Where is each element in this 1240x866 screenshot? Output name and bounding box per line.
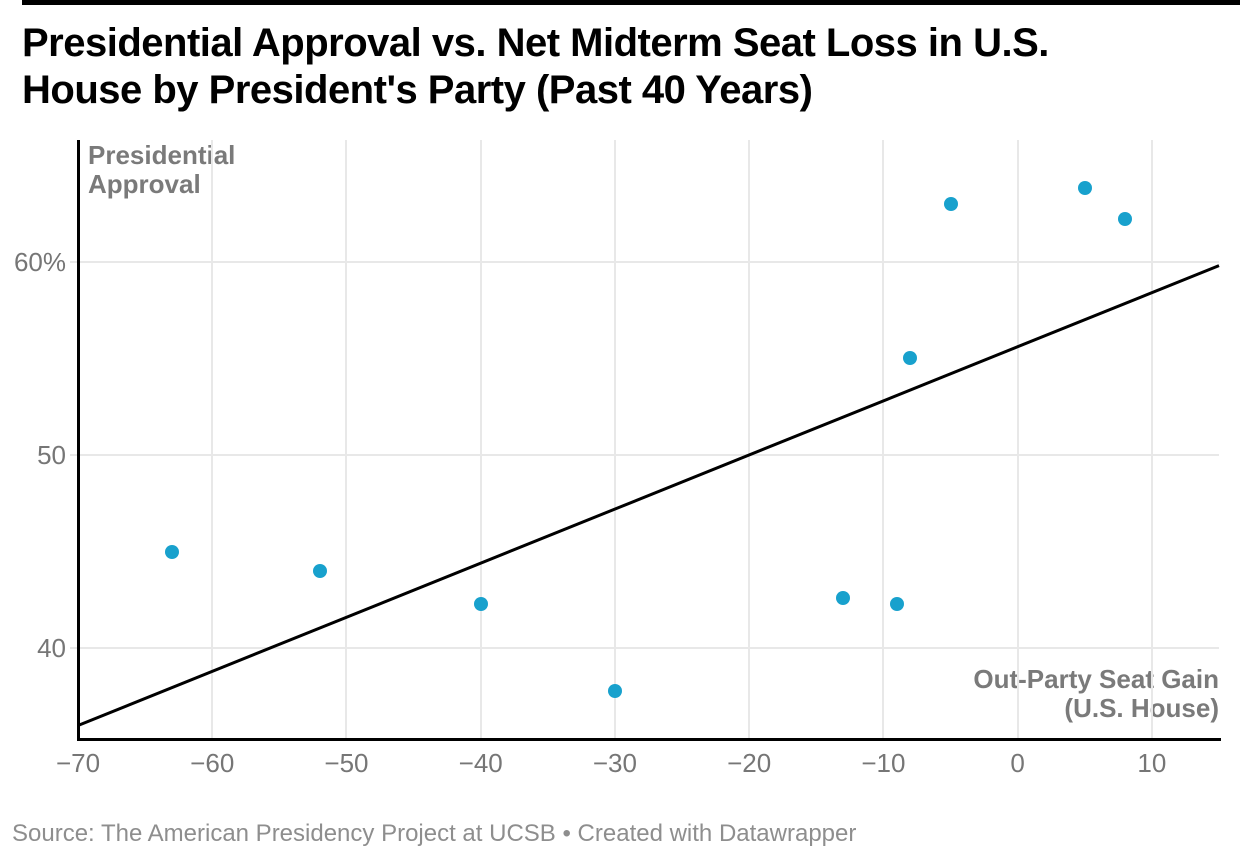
y-axis-title-line2: Approval: [88, 169, 201, 199]
y-axis-title: Presidential Approval: [88, 141, 235, 199]
y-gridline: [70, 453, 1219, 456]
footer: Source: The American Presidency Project …: [12, 820, 856, 848]
x-tick-label: −20: [727, 748, 772, 778]
x-axis-line: [76, 738, 1221, 741]
y-tick-label: 60%: [13, 246, 66, 277]
chart-title-line1: Presidential Approval vs. Net Midterm Se…: [22, 21, 1049, 65]
x-tick-label: 0: [1010, 748, 1025, 778]
top-border-rule: [22, 0, 1240, 5]
x-tick-label: −60: [190, 748, 235, 778]
y-axis-line: [76, 140, 80, 741]
y-tick-label: 40: [37, 633, 66, 664]
source-text: Source: The American Presidency Project …: [12, 820, 578, 847]
datawrapper-credit[interactable]: Created with Datawrapper: [577, 820, 857, 847]
data-point[interactable]: [836, 590, 851, 605]
data-point[interactable]: [943, 196, 958, 211]
x-tick-label: −10: [861, 748, 906, 778]
data-point[interactable]: [903, 351, 918, 366]
x-tick-label: −30: [592, 748, 637, 778]
x-tick-label: −50: [324, 748, 369, 778]
y-gridline: [70, 647, 1219, 650]
data-point[interactable]: [889, 596, 904, 611]
y-tick-label: 50: [37, 439, 66, 470]
x-tick-label: −40: [458, 748, 503, 778]
data-point[interactable]: [473, 596, 488, 611]
data-point[interactable]: [607, 683, 622, 698]
data-point[interactable]: [1118, 212, 1133, 227]
y-axis-title-line1: Presidential: [88, 140, 236, 170]
data-point[interactable]: [164, 544, 179, 559]
x-tick-label: 10: [1137, 748, 1167, 778]
y-gridline: [70, 260, 1219, 263]
chart-title: Presidential Approval vs. Net Midterm Se…: [22, 20, 1212, 114]
data-point[interactable]: [312, 563, 327, 578]
trend-line: [77, 264, 1220, 727]
data-point[interactable]: [1077, 181, 1092, 196]
x-tick-label: −70: [55, 748, 101, 778]
chart-title-line2: House by President's Party (Past 40 Year…: [22, 68, 813, 112]
